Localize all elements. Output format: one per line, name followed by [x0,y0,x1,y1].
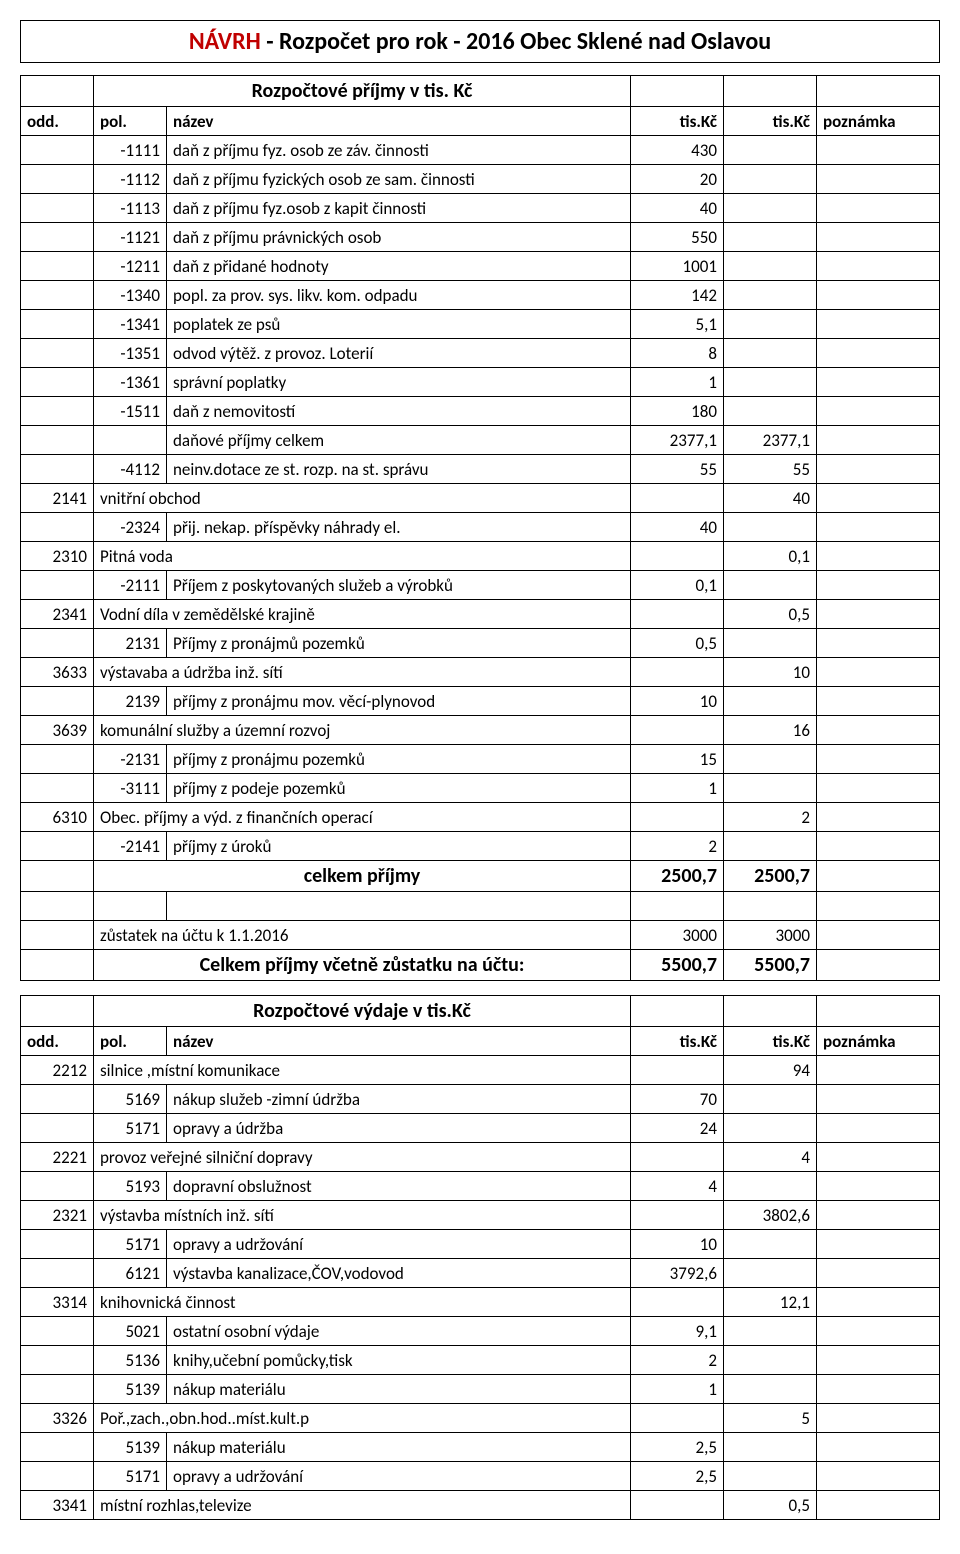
table-row: 5136knihy,učební pomůcky,tisk2 [21,1346,940,1375]
expense-table: Rozpočtové výdaje v tis.Kčodd.pol.názevt… [20,995,940,1520]
table-row: 2321 výstavba místních inž. sítí3802,6 [21,1201,940,1230]
table-row: -1341poplatek ze psů5,1 [21,310,940,339]
table-row: daňové příjmy celkem2377,12377,1 [21,426,940,455]
table-row: -1361správní poplatky1 [21,368,940,397]
table-row: -3111příjmy z podeje pozemků1 [21,774,940,803]
table-row: -1113daň z příjmu fyz.osob z kapit činno… [21,194,940,223]
table-row: 5139nákup materiálu1 [21,1375,940,1404]
table-row: 5169nákup služeb -zimní údržba70 [21,1085,940,1114]
table-row: 2341Vodní díla v zemědělské krajině0,5 [21,600,940,629]
table-row: 2139příjmy z pronájmu mov. věcí-plynovod… [21,687,940,716]
title-rest: - Rozpočet pro rok - 2016 Obec Sklené na… [261,27,771,56]
section-header: Rozpočtové výdaje v tis.Kč [94,996,631,1027]
table-row: -2141příjmy z úroků2 [21,832,940,861]
table-row: -4112neinv.dotace ze st. rozp. na st. sp… [21,455,940,484]
table-row: 5171opravy a údržba24 [21,1114,940,1143]
income-table: Rozpočtové příjmy v tis. Kčodd.pol.název… [20,75,940,981]
table-row: -2111Příjem z poskytovaných služeb a výr… [21,571,940,600]
table-row: 3326Poř.,zach.,obn.hod..míst.kult.p5 [21,1404,940,1433]
table-row: -1111daň z příjmu fyz. osob ze záv. činn… [21,136,940,165]
table-row: 2141vnitřní obchod40 [21,484,940,513]
table-row: -1511daň z nemovitostí180 [21,397,940,426]
page-title: NÁVRH - Rozpočet pro rok - 2016 Obec Skl… [20,20,940,63]
table-row: 3633výstavaba a údržba inž. sítí10 [21,658,940,687]
table-row: 3314 knihovnická činnost12,1 [21,1288,940,1317]
table-row: 5021ostatní osobní výdaje9,1 [21,1317,940,1346]
table-row: 2221 provoz veřejné silniční dopravy4 [21,1143,940,1172]
table-row: 3639komunální služby a územní rozvoj16 [21,716,940,745]
table-row: 5171opravy a udržování2,5 [21,1462,940,1491]
table-row: 2131Příjmy z pronájmů pozemků0,5 [21,629,940,658]
table-row: 6121výstavba kanalizace,ČOV,vodovod3792,… [21,1259,940,1288]
title-prefix: NÁVRH [189,27,261,56]
table-row: -1351odvod výtěž. z provoz. Loterií8 [21,339,940,368]
section-header: Rozpočtové příjmy v tis. Kč [94,76,631,107]
table-row: 5193 dopravní obslužnost4 [21,1172,940,1201]
table-row: -2131příjmy z pronájmu pozemků15 [21,745,940,774]
table-row: 2310Pitná voda0,1 [21,542,940,571]
table-row: -1340popl. za prov. sys. likv. kom. odpa… [21,281,940,310]
table-row: 2212 silnice ,místní komunikace94 [21,1056,940,1085]
table-row: 5139nákup materiálu2,5 [21,1433,940,1462]
table-row: -1121daň z příjmu právnických osob550 [21,223,940,252]
table-row: 3341 místní rozhlas,televize0,5 [21,1491,940,1520]
table-row: -1211daň z přidané hodnoty1001 [21,252,940,281]
table-row: 5171 opravy a udržování10 [21,1230,940,1259]
table-row: -2324přij. nekap. příspěvky náhrady el.4… [21,513,940,542]
table-row: 6310 Obec. příjmy a výd. z finančních op… [21,803,940,832]
table-row: -1112daň z příjmu fyzických osob ze sam.… [21,165,940,194]
